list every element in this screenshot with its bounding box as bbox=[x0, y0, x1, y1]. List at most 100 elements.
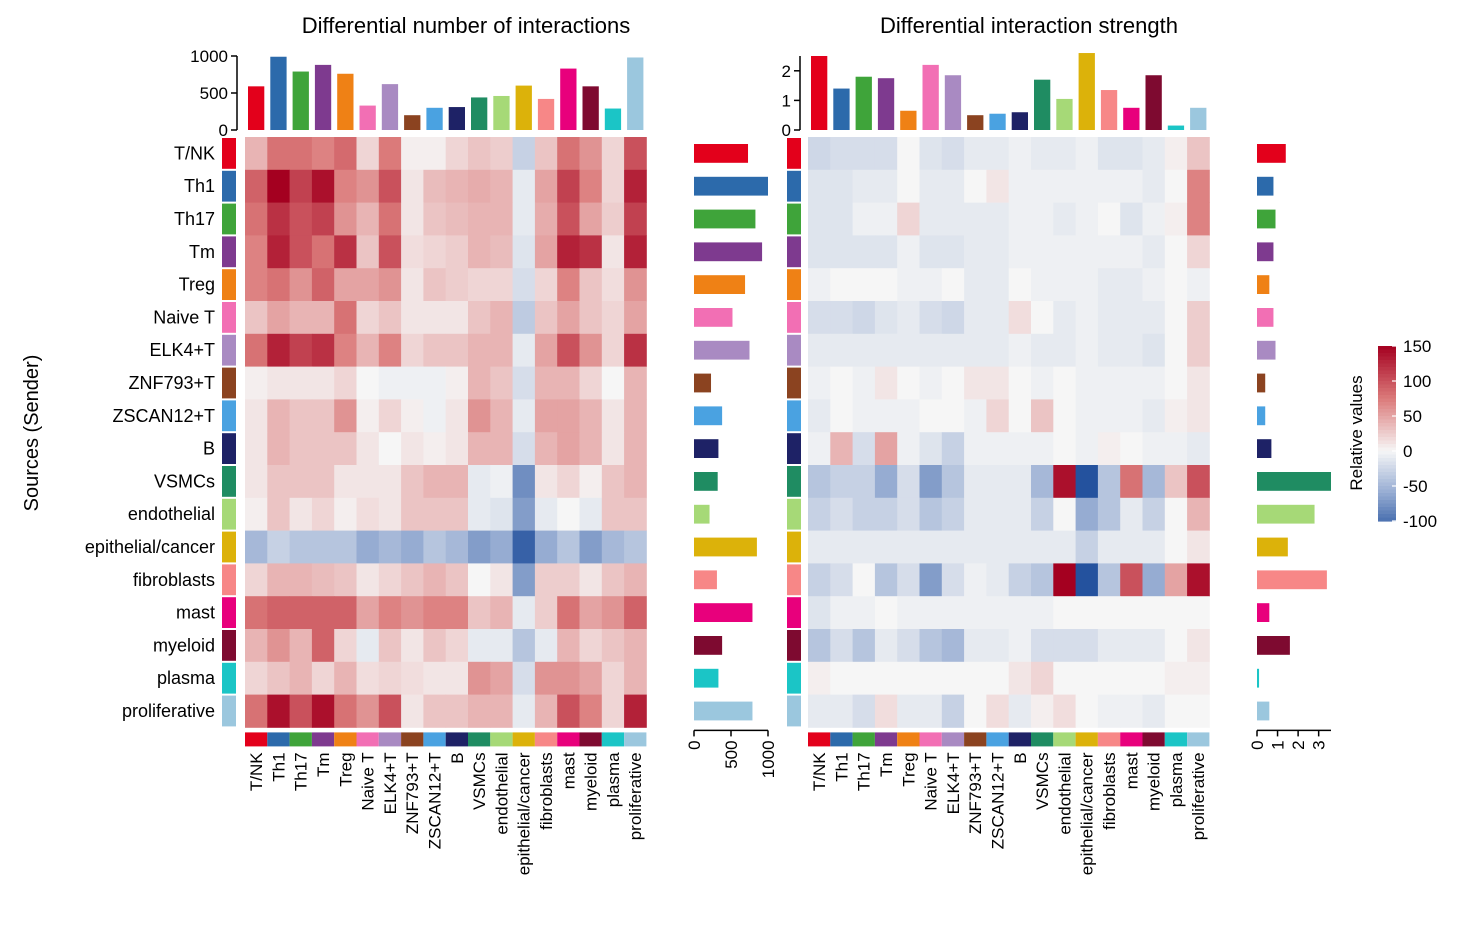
heatmap-cell bbox=[1120, 333, 1143, 367]
heatmap-cell bbox=[1142, 202, 1166, 236]
heatmap-cell bbox=[874, 333, 898, 367]
row-color-strip bbox=[787, 662, 801, 694]
heatmap-cell bbox=[579, 137, 603, 171]
heatmap-cell bbox=[919, 465, 943, 499]
heatmap-cell bbox=[490, 629, 513, 663]
legend-gradient-segment bbox=[1378, 412, 1396, 417]
heatmap-cell bbox=[808, 366, 831, 400]
heatmap-cell bbox=[579, 596, 603, 630]
heatmap-cell bbox=[378, 235, 402, 269]
row-color-strip bbox=[222, 466, 236, 497]
column-total-bar bbox=[989, 113, 1006, 130]
heatmap-cell bbox=[579, 399, 603, 433]
heatmap-cell bbox=[534, 202, 558, 236]
heatmap-cell bbox=[401, 301, 424, 335]
heatmap-cell bbox=[356, 530, 380, 564]
column-total-bar bbox=[359, 105, 376, 130]
heatmap-cell bbox=[986, 235, 1010, 269]
heatmap-cell bbox=[1008, 169, 1032, 203]
heatmap-cell bbox=[356, 268, 380, 302]
heatmap-cell bbox=[1187, 497, 1210, 531]
heatmap-cell bbox=[1008, 235, 1032, 269]
heatmap-cell bbox=[1097, 596, 1121, 630]
row-total-bar bbox=[694, 275, 746, 294]
heatmap-cell bbox=[986, 497, 1010, 531]
heatmap-cell bbox=[512, 596, 536, 630]
heatmap-cell bbox=[356, 333, 380, 367]
top-axis-tick-label: 500 bbox=[200, 84, 228, 103]
heatmap-cell bbox=[808, 465, 831, 499]
heatmap-cell bbox=[986, 202, 1010, 236]
legend-gradient-segment bbox=[1378, 346, 1396, 351]
heatmap-cell bbox=[289, 399, 313, 433]
heatmap-cell bbox=[1097, 137, 1121, 171]
row-color-strip bbox=[222, 498, 236, 530]
heatmap-cell bbox=[830, 169, 853, 203]
column-total-bar bbox=[471, 97, 488, 130]
heatmap-cell bbox=[1164, 268, 1188, 302]
heatmap-cell bbox=[445, 432, 469, 466]
heatmap-cell bbox=[289, 202, 313, 236]
column-label: endothelial bbox=[492, 752, 511, 834]
heatmap-cell bbox=[445, 629, 469, 663]
legend-gradient-segment bbox=[1378, 472, 1396, 477]
heatmap-cell bbox=[423, 497, 447, 531]
heatmap-cell bbox=[986, 465, 1010, 499]
row-label: myeloid bbox=[153, 635, 215, 655]
heatmap-cell bbox=[941, 137, 965, 171]
heatmap-cell bbox=[1187, 169, 1210, 203]
heatmap-cell bbox=[378, 268, 402, 302]
column-label: VSMCs bbox=[470, 752, 489, 810]
heatmap-cell bbox=[289, 629, 313, 663]
heatmap-cell bbox=[919, 268, 943, 302]
heatmap-cell bbox=[897, 399, 920, 433]
heatmap-cell bbox=[423, 432, 447, 466]
heatmap-cell bbox=[423, 235, 447, 269]
heatmap-cell bbox=[289, 366, 313, 400]
heatmap-cell bbox=[557, 497, 580, 531]
heatmap-cell bbox=[1031, 465, 1054, 499]
heatmap-cell bbox=[1075, 268, 1099, 302]
heatmap-cell bbox=[468, 235, 491, 269]
heatmap-cell bbox=[311, 301, 335, 335]
row-total-bar bbox=[1257, 176, 1274, 196]
heatmap-cell bbox=[557, 465, 580, 499]
legend-tick-label: 0 bbox=[1403, 442, 1412, 461]
heatmap-cell bbox=[1053, 661, 1076, 695]
column-label: ELK4+T bbox=[381, 752, 400, 814]
heatmap-cell bbox=[512, 366, 536, 400]
heatmap-cell bbox=[512, 333, 536, 367]
row-color-strip bbox=[222, 597, 236, 628]
heatmap-cell bbox=[557, 333, 580, 367]
heatmap-cell bbox=[874, 202, 898, 236]
row-color-strip bbox=[222, 564, 236, 596]
heatmap-cell bbox=[423, 333, 447, 367]
right-axis-tick-label: 0 bbox=[1248, 740, 1267, 749]
row-label: Treg bbox=[179, 275, 215, 295]
heatmap-cell bbox=[830, 694, 853, 728]
heatmap-cell bbox=[830, 333, 853, 367]
heatmap-cell bbox=[245, 268, 268, 302]
row-total-bar bbox=[694, 308, 733, 327]
heatmap-cell bbox=[1075, 432, 1099, 466]
row-total-bar bbox=[1257, 340, 1276, 360]
column-total-bar bbox=[426, 107, 443, 130]
heatmap-cell bbox=[1053, 694, 1076, 728]
heatmap-cell bbox=[941, 202, 965, 236]
heatmap-cell bbox=[964, 235, 987, 269]
column-label: Naive T bbox=[922, 752, 941, 810]
heatmap-cell bbox=[601, 629, 625, 663]
column-color-strip bbox=[534, 732, 558, 747]
heatmap-cell bbox=[378, 563, 402, 597]
heatmap-cell bbox=[378, 465, 402, 499]
heatmap-cell bbox=[534, 694, 558, 728]
heatmap-cell bbox=[1097, 235, 1121, 269]
y-axis-label: Sources (Sender) bbox=[21, 355, 43, 512]
heatmap-cell bbox=[356, 137, 380, 171]
heatmap-cell bbox=[356, 563, 380, 597]
heatmap-cell bbox=[601, 169, 625, 203]
heatmap-cell bbox=[852, 169, 876, 203]
heatmap-cell bbox=[378, 366, 402, 400]
heatmap-cell bbox=[311, 268, 335, 302]
row-label: Naive T bbox=[153, 307, 215, 327]
